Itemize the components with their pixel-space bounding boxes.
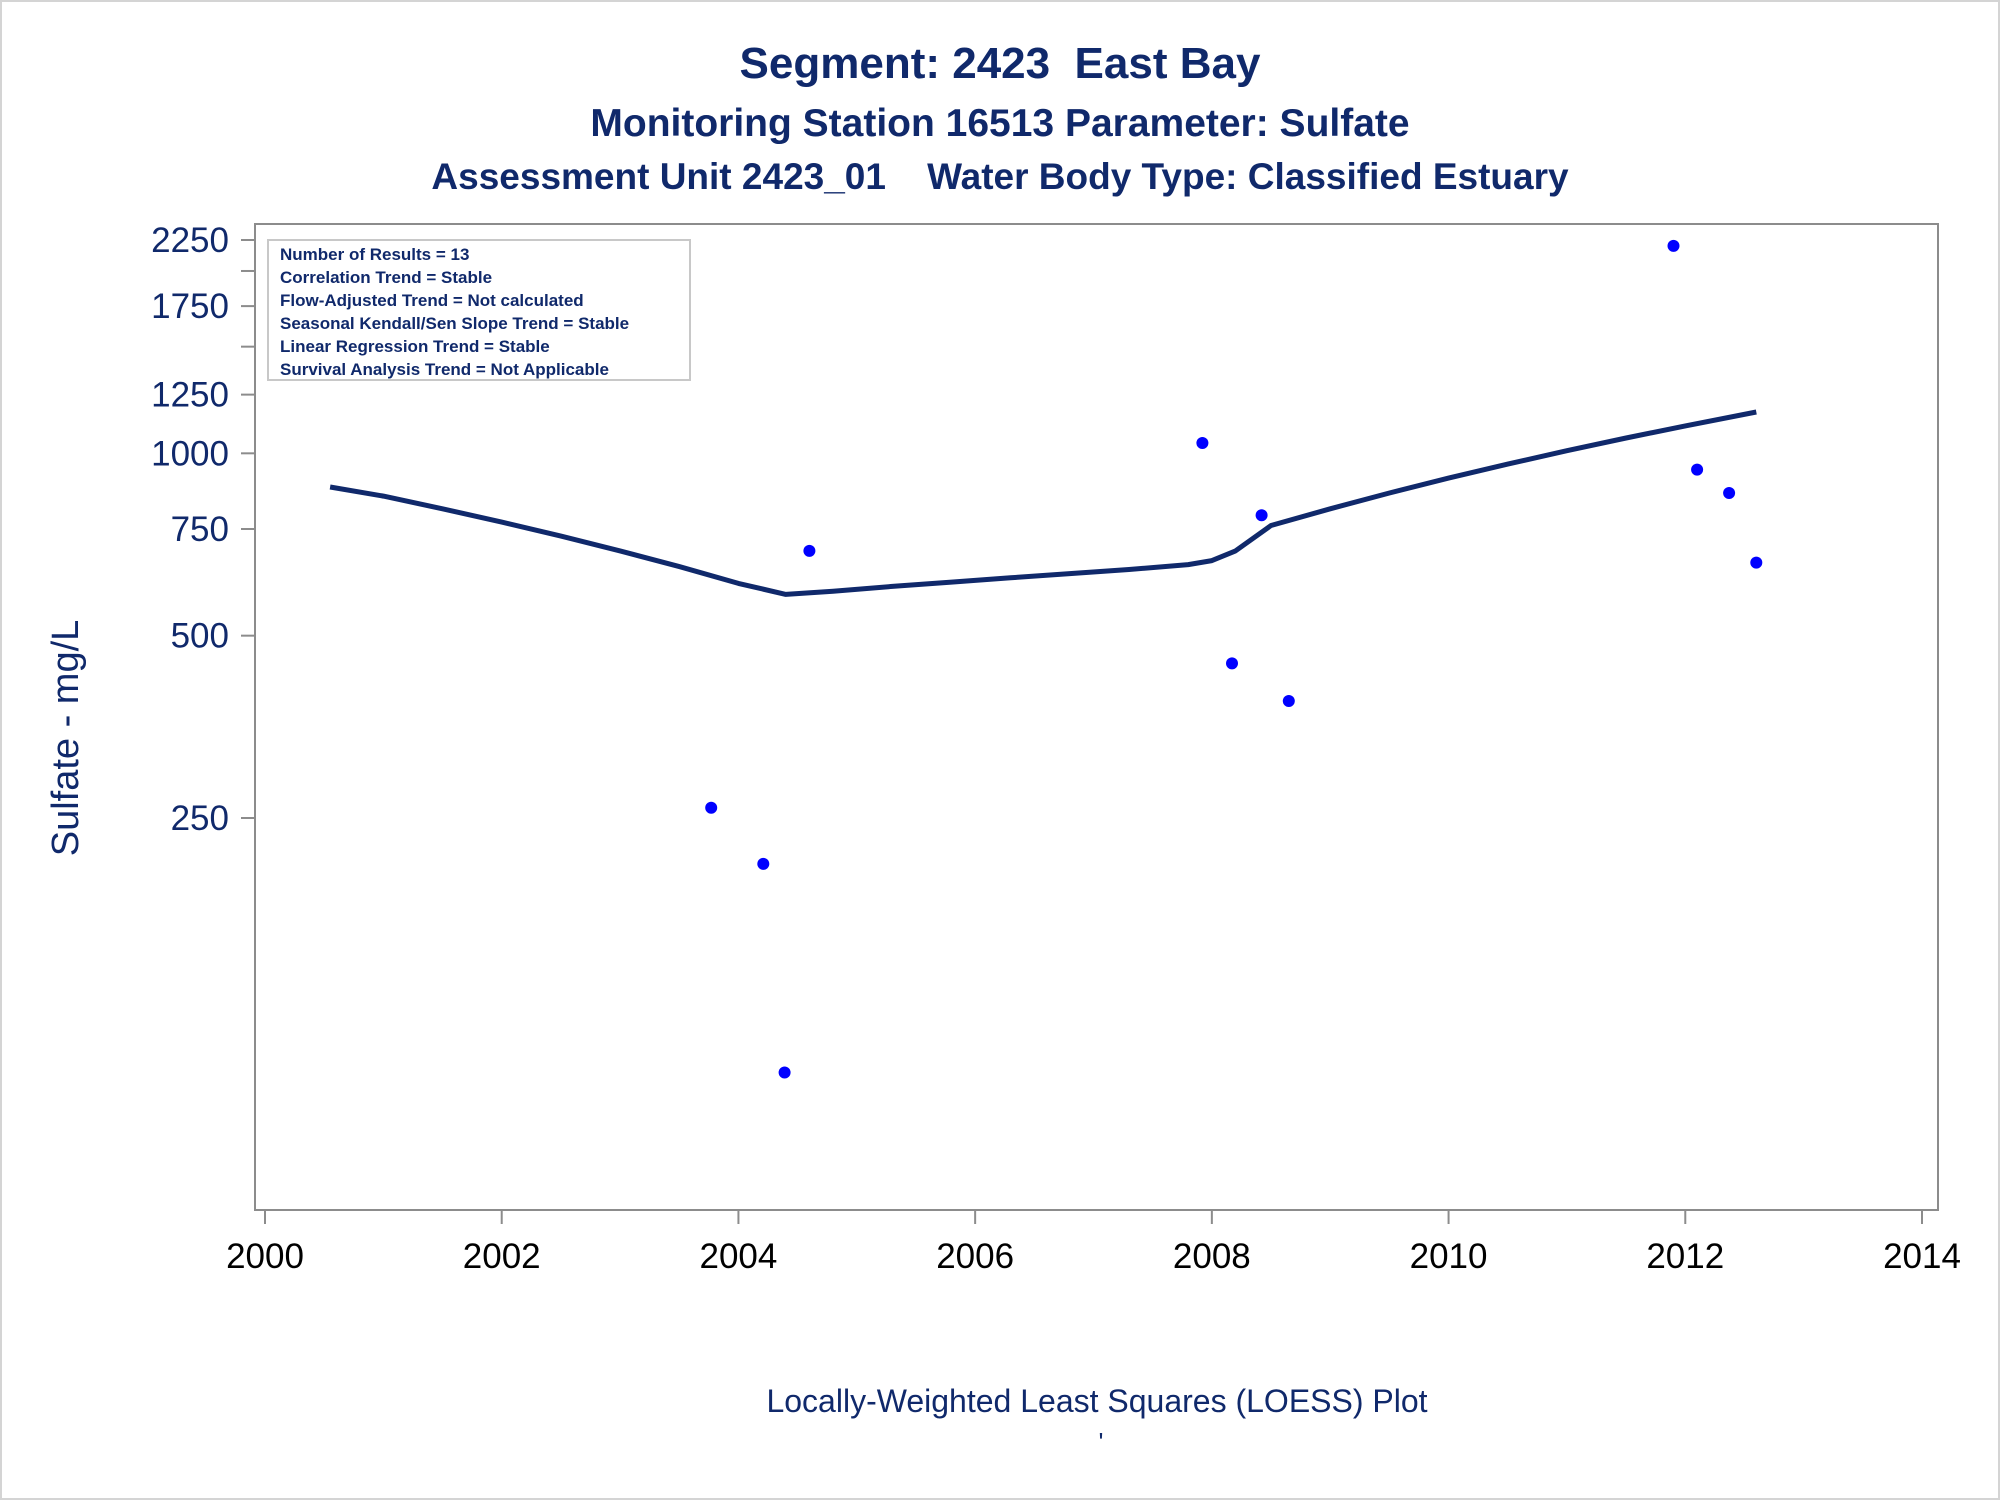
data-point xyxy=(1667,239,1680,252)
x-tick-label-2014: 2014 xyxy=(1883,1237,1961,1276)
stats-line-6: Survival Analysis Trend = Not Applicable xyxy=(280,360,609,379)
y-tick-label-1250: 1250 xyxy=(151,376,229,415)
data-point xyxy=(1226,657,1238,670)
data-point xyxy=(1750,556,1763,569)
x-axis: 2000 2002 2004 2006 2008 2010 2012 2014 xyxy=(226,1210,1961,1276)
y-axis-label: Sulfate - mg/L xyxy=(45,620,87,857)
x-tick-label-2002: 2002 xyxy=(463,1237,541,1276)
data-point xyxy=(1255,509,1268,522)
stats-line-4: Seasonal Kendall/Sen Slope Trend = Stabl… xyxy=(280,314,629,333)
loess-line xyxy=(329,409,1757,597)
chart-footnote-mark: ' xyxy=(1099,1427,1104,1457)
y-tick-label-1750: 1750 xyxy=(151,287,229,326)
x-tick-label-2008: 2008 xyxy=(1173,1237,1251,1276)
data-point xyxy=(803,544,816,557)
stats-line-2: Correlation Trend = Stable xyxy=(280,268,492,287)
y-tick-label-750: 750 xyxy=(171,510,229,549)
chart-subtitle-2: Assessment Unit 2423_01 Water Body Type:… xyxy=(431,156,1569,197)
y-tick-label-2250: 2250 xyxy=(151,221,229,260)
data-point xyxy=(757,857,770,870)
data-point xyxy=(1282,695,1295,707)
y-tick-label-1000: 1000 xyxy=(151,434,229,473)
data-point xyxy=(1691,463,1704,476)
chart-title: Segment: 2423 East Bay xyxy=(740,39,1261,88)
chart-footnote: Locally-Weighted Least Squares (LOESS) P… xyxy=(766,1383,1427,1419)
stats-box: Number of Results = 13 Correlation Trend… xyxy=(267,239,691,381)
chart-subtitle: Monitoring Station 16513 Parameter: Sulf… xyxy=(590,102,1409,145)
y-tick-label-500: 500 xyxy=(171,617,229,656)
stats-line-3: Flow-Adjusted Trend = Not calculated xyxy=(280,291,584,310)
x-tick-label-2000: 2000 xyxy=(226,1237,304,1276)
y-axis: 250 500 750 1000 1250 1750 2250 xyxy=(151,221,255,838)
data-point xyxy=(1196,437,1209,449)
x-tick-label-2012: 2012 xyxy=(1646,1237,1724,1276)
stats-box-frame xyxy=(267,239,691,381)
loess-line-layer xyxy=(329,409,1757,597)
data-point xyxy=(1723,487,1736,499)
data-point xyxy=(778,1066,791,1079)
stats-line-5: Linear Regression Trend = Stable xyxy=(280,337,550,356)
stats-line-1: Number of Results = 13 xyxy=(280,245,469,264)
plot-area xyxy=(254,223,1939,1211)
data-point xyxy=(705,801,718,814)
y-tick-label-250: 250 xyxy=(171,799,229,838)
x-tick-label-2004: 2004 xyxy=(699,1237,777,1276)
x-tick-label-2006: 2006 xyxy=(936,1237,1014,1276)
x-tick-label-2010: 2010 xyxy=(1410,1237,1488,1276)
